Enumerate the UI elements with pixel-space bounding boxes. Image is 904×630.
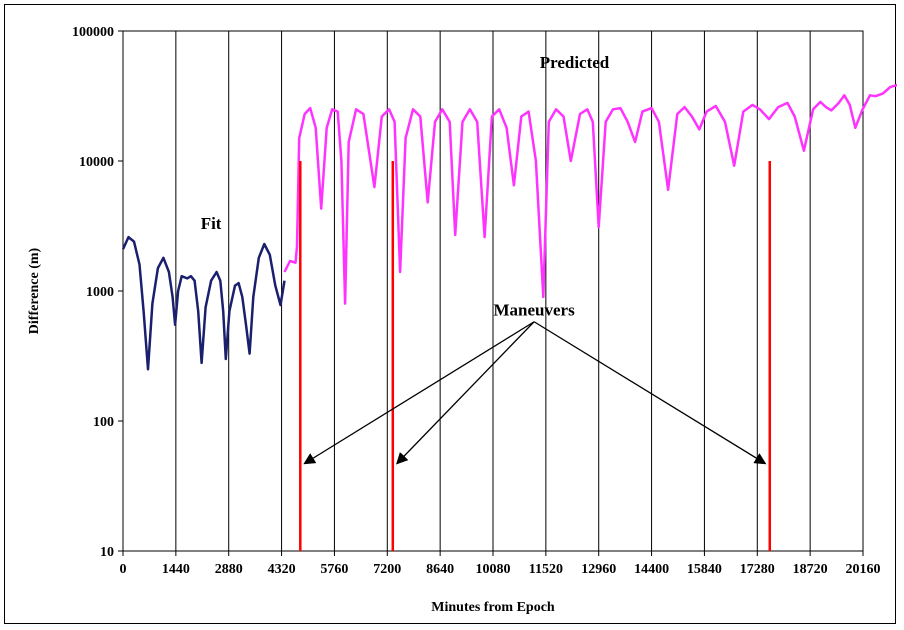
series-line-fit [121,235,286,371]
maneuver-arrow-3 [533,321,767,465]
y-tick-labels: 10 100 1000 10000 100000 [72,25,114,560]
chart-frame: 0 1440 2880 4320 5760 7200 8640 10080 11520 12960… [4,4,897,624]
x-tick-label: 11520 [529,562,563,577]
y-tick-label: 100000 [72,25,114,40]
annotations: Fit Predicted Maneuvers [201,53,610,319]
x-tick-label: 7200 [373,562,401,577]
x-tick-label: 4320 [268,562,296,577]
x-tick-label: 8640 [426,562,454,577]
annotation-fit: Fit [201,214,222,233]
maneuver-arrow-2 [396,321,535,465]
maneuver-arrow-1 [303,321,535,465]
x-tick-labels: 0 1440 2880 4320 5760 7200 8640 10080 11520 12960… [120,562,881,577]
x-tick-label: 2880 [215,562,243,577]
annotation-arrows [303,321,767,465]
maneuver-markers [299,161,772,551]
y-axis-title: Difference (m) [27,247,42,334]
x-tick-label: 17280 [740,562,775,577]
x-tick-label: 14400 [634,562,669,577]
y-tick-label: 10000 [79,155,114,170]
x-axis-title: Minutes from Epoch [431,600,555,615]
chart-canvas: 0 1440 2880 4320 5760 7200 8640 10080 11520 12960… [27,25,897,615]
x-tick-label: 15840 [687,562,722,577]
y-tick-label: 1000 [86,285,114,300]
x-tick-label: 0 [120,562,127,577]
x-tick-label: 1440 [162,562,190,577]
x-tick-label: 10080 [476,562,511,577]
x-tick-label: 20160 [846,562,881,577]
x-tick-label: 18720 [793,562,828,577]
y-tick-label: 10 [100,545,114,560]
annotation-predicted: Predicted [540,53,610,72]
series-line-predicted [283,83,897,305]
x-tick-label: 5760 [320,562,348,577]
x-tick-label: 12960 [581,562,616,577]
axes [118,30,864,556]
y-tick-label: 100 [93,415,114,430]
annotation-maneuvers: Maneuvers [494,300,576,319]
series-lines [121,83,897,371]
